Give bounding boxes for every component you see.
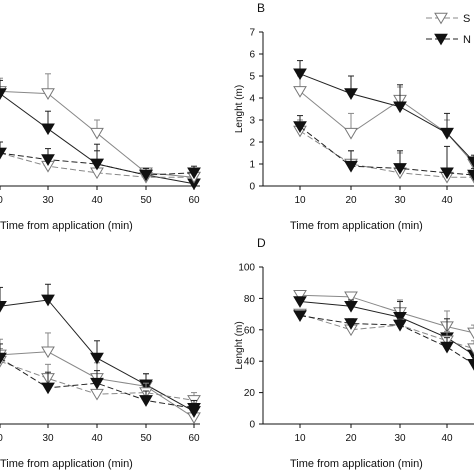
b-y-axis-label: Lenght (m) bbox=[234, 85, 245, 133]
b-x-axis-label: Time from application (min) bbox=[290, 220, 423, 232]
a-series-1-marker-0 bbox=[0, 88, 7, 100]
b-series-3-marker-4 bbox=[467, 169, 474, 182]
panel-c: 0 30 40 50 60 Time from application (min) bbox=[0, 283, 201, 470]
b-series-1-marker-1 bbox=[344, 88, 358, 100]
b-series-0-marker-0 bbox=[293, 86, 307, 98]
b-y-tick-label-0: 0 bbox=[249, 182, 255, 193]
a-x-tick-label-3: 50 bbox=[140, 195, 152, 206]
b-x-tick-label-0: 10 bbox=[294, 195, 306, 206]
d-y-tick-label-2: 40 bbox=[244, 357, 256, 368]
d-series-3-marker-4 bbox=[467, 359, 474, 371]
a-x-axis-label: Time from application (min) bbox=[0, 220, 133, 232]
a-series-1-marker-1 bbox=[41, 123, 55, 136]
c-x-tick-label-1: 30 bbox=[42, 433, 54, 444]
d-series-0-marker-4 bbox=[467, 327, 474, 340]
d-y-axis-label: Lenght (m) bbox=[234, 321, 245, 369]
b-series-3-marker-1 bbox=[344, 160, 358, 173]
b-series-1-marker-3 bbox=[440, 127, 454, 140]
d-x-axis-label: Time from application (min) bbox=[290, 458, 423, 470]
a-x-tick-label-1: 30 bbox=[42, 195, 54, 206]
a-x-tick-label-2: 40 bbox=[91, 195, 103, 206]
b-legend-marker-0 bbox=[434, 12, 448, 25]
c-series-2-marker-2 bbox=[90, 388, 104, 401]
b-panel-letter: B bbox=[257, 1, 265, 15]
a-x-tick-label-0: 0 bbox=[0, 195, 3, 206]
c-series-0-marker-1 bbox=[41, 346, 55, 359]
d-x-tick-label-2: 30 bbox=[394, 433, 406, 444]
b-series-3-marker-3 bbox=[440, 167, 454, 180]
c-x-tick-label-3: 50 bbox=[140, 433, 152, 444]
d-series-3-marker-3 bbox=[440, 341, 454, 354]
b-series-0-marker-1 bbox=[344, 127, 358, 140]
c-series-line-3 bbox=[0, 357, 195, 409]
d-y-tick-label-4: 80 bbox=[244, 294, 256, 305]
d-series-1-marker-0 bbox=[293, 296, 307, 308]
d-series-1-marker-4 bbox=[467, 349, 474, 362]
a-x-tick-label-4: 60 bbox=[188, 195, 200, 206]
b-series-1-marker-4 bbox=[467, 156, 474, 169]
b-series-line-0 bbox=[299, 91, 474, 165]
b-legend-label-0: S bbox=[463, 13, 470, 25]
b-x-tick-label-1: 20 bbox=[345, 195, 357, 206]
c-series-3-marker-1 bbox=[41, 382, 55, 395]
b-x-tick-label-3: 40 bbox=[441, 195, 453, 206]
a-series-line-3 bbox=[0, 152, 195, 176]
c-x-tick-label-4: 60 bbox=[188, 433, 200, 444]
d-series-0-marker-1 bbox=[344, 291, 358, 304]
b-series-1-marker-2 bbox=[393, 101, 407, 114]
b-y-tick-label-5: 5 bbox=[249, 72, 255, 83]
b-y-tick-label-6: 6 bbox=[249, 50, 255, 61]
b-y-tick-label-7: 7 bbox=[249, 28, 255, 39]
c-x-tick-label-0: 0 bbox=[0, 433, 3, 444]
panel-b: 10 20 30 40 Time from application (min) 0 1 2 3 4… bbox=[234, 1, 474, 232]
b-x-tick-label-2: 30 bbox=[394, 195, 406, 206]
d-series-2-marker-4 bbox=[467, 343, 474, 356]
d-series-1-marker-1 bbox=[344, 300, 358, 313]
c-series-3-marker-4 bbox=[187, 403, 201, 415]
b-y-tick-label-4: 4 bbox=[249, 94, 255, 105]
d-x-tick-label-1: 20 bbox=[345, 433, 357, 444]
d-series-1-marker-2 bbox=[393, 311, 407, 324]
b-series-1-marker-0 bbox=[293, 68, 307, 81]
d-series-3-marker-1 bbox=[344, 318, 358, 330]
b-series-3-marker-2 bbox=[393, 163, 407, 175]
d-series-0-marker-0 bbox=[293, 289, 307, 302]
a-series-0-marker-1 bbox=[41, 88, 55, 100]
d-y-tick-label-3: 60 bbox=[244, 325, 256, 336]
d-x-tick-label-0: 10 bbox=[294, 433, 306, 444]
d-series-3-marker-0 bbox=[293, 310, 307, 323]
b-legend-marker-1 bbox=[434, 33, 448, 46]
d-series-3-marker-2 bbox=[393, 319, 407, 332]
b-series-3-marker-0 bbox=[293, 121, 307, 133]
c-series-3-marker-0 bbox=[0, 352, 7, 365]
c-series-1-marker-0 bbox=[0, 300, 7, 313]
c-series-3-marker-3 bbox=[139, 395, 153, 407]
b-y-tick-label-1: 1 bbox=[249, 160, 255, 171]
c-x-tick-label-2: 40 bbox=[91, 433, 103, 444]
b-y-tick-label-3: 3 bbox=[249, 116, 255, 127]
a-series-3-marker-1 bbox=[41, 154, 55, 166]
d-panel-letter: D bbox=[257, 236, 266, 250]
b-series-line-1 bbox=[299, 73, 474, 163]
d-x-tick-label-3: 40 bbox=[441, 433, 453, 444]
panel-d: 10 20 30 40 Time from application (min) 0 20 40… bbox=[234, 236, 474, 470]
a-series-3-marker-0 bbox=[0, 147, 7, 160]
c-x-axis-label: Time from application (min) bbox=[0, 458, 133, 470]
a-series-0-marker-2 bbox=[90, 127, 104, 140]
a-series-3-marker-3 bbox=[139, 169, 153, 182]
a-series-3-marker-2 bbox=[90, 158, 104, 171]
c-series-1-marker-2 bbox=[90, 352, 104, 365]
d-y-tick-label-0: 0 bbox=[249, 420, 255, 431]
d-y-tick-label-5: 100 bbox=[238, 263, 255, 274]
panel-a: 0 30 40 50 60 Time from application (min) bbox=[0, 73, 201, 232]
b-y-tick-label-2: 2 bbox=[249, 138, 255, 149]
c-series-3-marker-2 bbox=[90, 377, 104, 390]
a-series-3-marker-4 bbox=[187, 167, 201, 180]
c-series-1-marker-1 bbox=[41, 294, 55, 307]
b-legend: SN bbox=[426, 12, 471, 46]
b-legend-label-1: N bbox=[463, 34, 471, 46]
d-y-tick-label-1: 20 bbox=[244, 388, 256, 399]
